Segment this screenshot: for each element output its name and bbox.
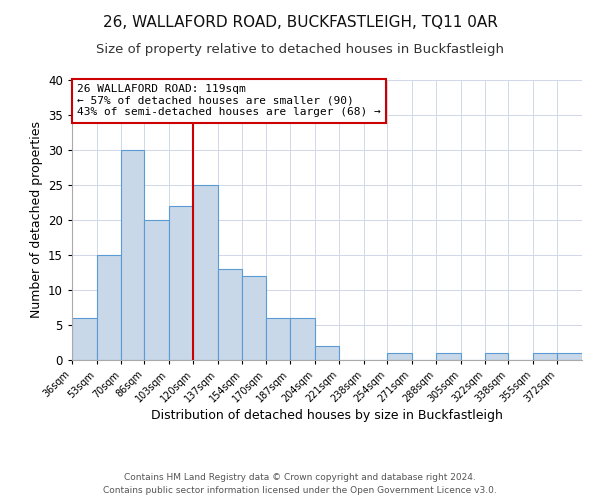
X-axis label: Distribution of detached houses by size in Buckfastleigh: Distribution of detached houses by size … bbox=[151, 410, 503, 422]
Bar bbox=[193, 185, 218, 360]
Bar bbox=[242, 276, 266, 360]
Bar bbox=[97, 255, 121, 360]
Text: Contains HM Land Registry data © Crown copyright and database right 2024.: Contains HM Land Registry data © Crown c… bbox=[124, 472, 476, 482]
Bar bbox=[387, 353, 412, 360]
Text: Size of property relative to detached houses in Buckfastleigh: Size of property relative to detached ho… bbox=[96, 42, 504, 56]
Bar bbox=[436, 353, 461, 360]
Text: Contains public sector information licensed under the Open Government Licence v3: Contains public sector information licen… bbox=[103, 486, 497, 495]
Bar bbox=[121, 150, 144, 360]
Bar bbox=[315, 346, 339, 360]
Bar bbox=[72, 318, 97, 360]
Bar bbox=[266, 318, 290, 360]
Bar bbox=[290, 318, 315, 360]
Y-axis label: Number of detached properties: Number of detached properties bbox=[29, 122, 43, 318]
Bar bbox=[169, 206, 193, 360]
Bar bbox=[533, 353, 557, 360]
Bar bbox=[557, 353, 582, 360]
Bar bbox=[218, 269, 242, 360]
Bar bbox=[485, 353, 508, 360]
Text: 26 WALLAFORD ROAD: 119sqm
← 57% of detached houses are smaller (90)
43% of semi-: 26 WALLAFORD ROAD: 119sqm ← 57% of detac… bbox=[77, 84, 381, 117]
Bar bbox=[144, 220, 169, 360]
Text: 26, WALLAFORD ROAD, BUCKFASTLEIGH, TQ11 0AR: 26, WALLAFORD ROAD, BUCKFASTLEIGH, TQ11 … bbox=[103, 15, 497, 30]
